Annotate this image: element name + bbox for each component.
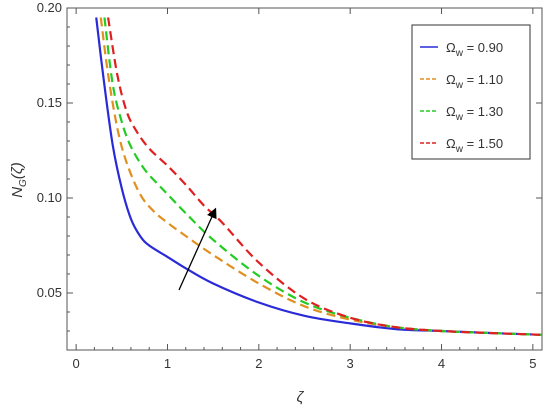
- series-line-1: [95, 17, 542, 336]
- x-tick-label: 2: [255, 356, 262, 371]
- y-axis-title-text: NG(ζ): [9, 162, 29, 198]
- x-tick-label: 0: [73, 356, 80, 371]
- trend-arrow-line: [178, 207, 217, 291]
- y-tick-label: 0.05: [37, 285, 62, 300]
- legend-label: Ωw = 1.30: [446, 104, 503, 123]
- y-tick-label: 0.15: [37, 95, 62, 110]
- x-tick-label: 1: [164, 356, 171, 371]
- y-tick-label: 0.10: [37, 190, 62, 205]
- axis-ticks: 0 1 2 3 4 5 0.05 0.10 0.15 0.20: [37, 0, 542, 371]
- legend: Ωw = 0.90 Ωw = 1.10 Ωw = 1.30 Ωw = 1.50: [411, 24, 531, 160]
- legend-label: Ωw = 1.10: [446, 72, 503, 91]
- y-tick-label: 0.20: [37, 0, 62, 15]
- x-tick-label: 5: [529, 356, 536, 371]
- legend-label: Ωw = 1.50: [446, 136, 503, 155]
- x-tick-label: 4: [438, 356, 445, 371]
- legend-label: Ωw = 0.90: [446, 40, 503, 59]
- series-line-2: [99, 17, 542, 336]
- trend-arrow: [178, 207, 217, 291]
- series-line-3: [103, 17, 542, 336]
- y-axis-title: NG(ζ): [9, 162, 29, 198]
- x-tick-label: 3: [347, 356, 354, 371]
- x-axis-title: ζ: [297, 389, 305, 406]
